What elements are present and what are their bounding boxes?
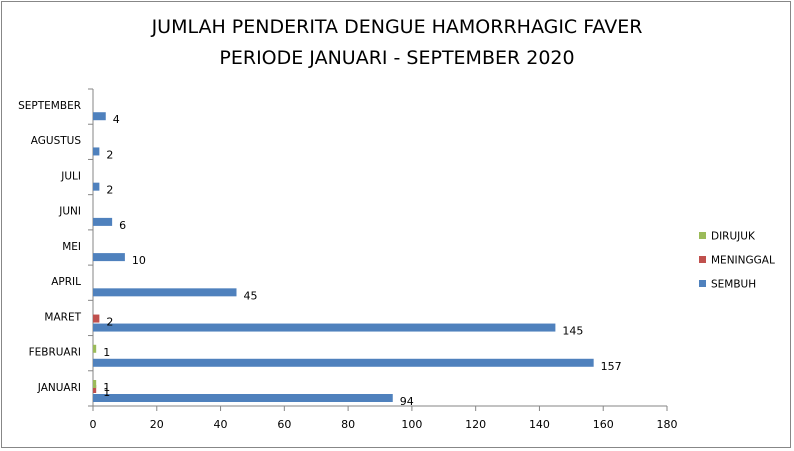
bar-sembuh [93, 182, 100, 191]
x-tick-label: 100 [401, 418, 422, 431]
x-tick-label: 40 [214, 418, 228, 431]
chart-title-line-1: JUMLAH PENDERITA DENGUE HAMORRHAGIC FAVE… [151, 16, 643, 38]
data-label: 145 [562, 325, 583, 338]
bar-sembuh [93, 358, 594, 367]
chart-title-line-2: PERIODE JANUARI - SEPTEMBER 2020 [219, 47, 574, 69]
bar-sembuh [93, 147, 100, 156]
x-tick-label: 180 [657, 418, 678, 431]
bar-sembuh [93, 323, 556, 332]
data-label: 94 [400, 395, 414, 408]
data-label: 1 [103, 381, 110, 394]
category-label: AGUSTUS [31, 135, 82, 147]
category-label: MARET [44, 311, 81, 323]
category-label: JANUARI [37, 382, 81, 394]
data-label: 45 [244, 289, 258, 302]
chart-title: JUMLAH PENDERITA DENGUE HAMORRHAGIC FAVE… [151, 16, 643, 69]
x-tick-label: 20 [150, 418, 164, 431]
bar-sembuh [93, 288, 237, 297]
axes: 0 20 40 60 80 100 120 140 160 180 [88, 88, 678, 431]
x-tick-label: 120 [465, 418, 486, 431]
category-label: MEI [62, 241, 81, 253]
data-label: 6 [119, 219, 126, 232]
x-tick-label: 80 [341, 418, 355, 431]
bar-sembuh [93, 112, 106, 121]
x-tick-label: 0 [90, 418, 97, 431]
bars [93, 112, 594, 402]
bar-sembuh [93, 217, 113, 226]
category-label: JULI [60, 170, 81, 182]
data-label: 4 [113, 113, 120, 126]
x-tick-label: 140 [529, 418, 550, 431]
bar-sembuh [93, 394, 393, 402]
category-label: FEBRUARI [29, 347, 81, 359]
legend-swatch [699, 232, 706, 239]
data-label: 2 [106, 316, 113, 329]
bar-sembuh [93, 253, 125, 262]
data-label: 2 [106, 148, 113, 161]
data-label: 1 [103, 346, 110, 359]
data-label: 10 [132, 254, 146, 267]
bar-dirujuk [93, 344, 97, 353]
data-label: 2 [106, 184, 113, 197]
legend-label: DIRUJUK [711, 231, 756, 243]
legend-swatch [699, 256, 706, 263]
legend-label: SEMBUH [711, 279, 756, 291]
bar-dirujuk [93, 380, 97, 388]
labels: JANUARI FEBRUARI MARET APRIL MEI JUNI JULI AGUS… [18, 100, 622, 408]
legend-swatch [699, 280, 706, 287]
x-tick-label: 60 [277, 418, 291, 431]
bar-meninggal [93, 314, 100, 323]
data-label: 157 [601, 360, 622, 373]
legend: DIRUJUK MENINGGAL SEMBUH [699, 231, 775, 291]
legend-label: MENINGGAL [711, 255, 775, 267]
data-label: 1 [103, 386, 110, 399]
bar-meninggal [93, 385, 97, 393]
category-label: JUNI [58, 206, 81, 218]
category-label: SEPTEMBER [18, 100, 81, 112]
x-tick-label: 160 [593, 418, 614, 431]
category-label: APRIL [51, 276, 81, 288]
